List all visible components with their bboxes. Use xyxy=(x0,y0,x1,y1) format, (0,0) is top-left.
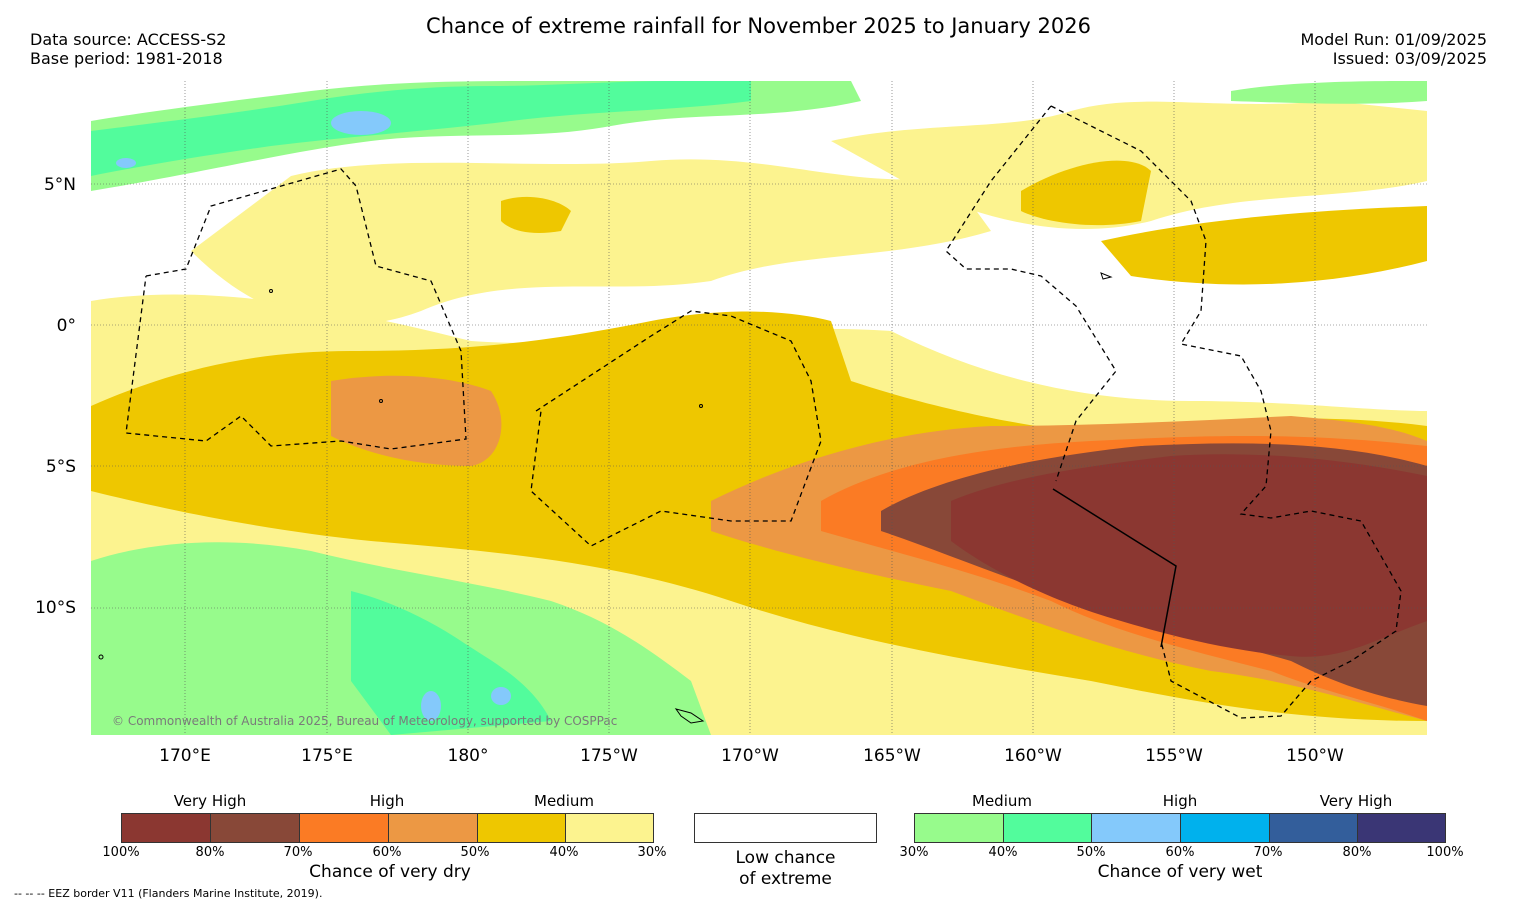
wet-tick-50: 50% xyxy=(1076,845,1106,860)
dry-caption: Chance of very dry xyxy=(309,862,471,882)
wet-group-medium: Medium xyxy=(972,792,1032,810)
run-info: Model Run: 01/09/2025 Issued: 03/09/2025 xyxy=(1301,30,1488,68)
neutral-caption-line2: of extreme xyxy=(739,869,832,889)
eez-solid-border xyxy=(1052,488,1177,648)
dry-swatch-6 xyxy=(566,814,653,842)
lon-label-150w: 150°W xyxy=(1286,746,1344,766)
dry-tick-60: 60% xyxy=(372,845,402,860)
neutral-caption: Low chance of extreme xyxy=(694,848,877,890)
map-title: Chance of extreme rainfall for November … xyxy=(426,14,1091,38)
wet-tick-70: 70% xyxy=(1253,845,1283,860)
eez-borders xyxy=(125,105,1402,719)
dry-tick-30: 30% xyxy=(637,845,667,860)
dry-swatch-2 xyxy=(211,814,300,842)
dry-group-very-high: Very High xyxy=(173,792,247,810)
dry-tick-70: 70% xyxy=(283,845,313,860)
lon-label-170e: 170°E xyxy=(159,746,211,766)
dry-swatch-5 xyxy=(478,814,566,842)
wet-caption: Chance of very wet xyxy=(1097,862,1263,882)
rainfall-map xyxy=(91,81,1427,735)
lat-label-5s: 5°S xyxy=(45,457,76,477)
lon-label-175e: 175°E xyxy=(301,746,353,766)
dry-colorbar xyxy=(121,813,654,843)
lon-label-180: 180° xyxy=(447,746,489,766)
dry-swatch-1 xyxy=(122,814,211,842)
data-source: Data source: ACCESS-S2 xyxy=(30,30,227,49)
wet-tick-30: 30% xyxy=(899,845,929,860)
copyright-notice: © Commonwealth of Australia 2025, Bureau… xyxy=(112,714,618,728)
model-run: Model Run: 01/09/2025 xyxy=(1300,30,1488,49)
dry-group-medium: Medium xyxy=(534,792,594,810)
wet-tick-100: 100% xyxy=(1426,845,1464,860)
wet-tick-40: 40% xyxy=(988,845,1018,860)
wet-swatch-3 xyxy=(1092,814,1181,842)
dry-tick-50: 50% xyxy=(460,845,490,860)
wet-swatch-6 xyxy=(1358,814,1445,842)
wet-swatch-5 xyxy=(1270,814,1358,842)
lon-label-155w: 155°W xyxy=(1145,746,1203,766)
very-high-dry-region xyxy=(881,443,1427,706)
dry-tick-80: 80% xyxy=(195,845,225,860)
lon-label-170w: 170°W xyxy=(721,746,779,766)
lat-label-5n: 5°N xyxy=(43,175,76,195)
lon-label-175w: 175°W xyxy=(580,746,638,766)
dry-swatch-3 xyxy=(300,814,389,842)
neutral-swatch xyxy=(694,813,877,843)
wet-tick-80: 80% xyxy=(1342,845,1372,860)
eez-footnote: -- -- -- EEZ border V11 (Flanders Marine… xyxy=(14,887,323,900)
wet-group-high: High xyxy=(1162,792,1198,810)
data-info: Data source: ACCESS-S2 Base period: 1981… xyxy=(30,30,226,68)
wet-swatch-1 xyxy=(915,814,1004,842)
lat-label-equator: 0° xyxy=(56,316,76,336)
dry-tick-40: 40% xyxy=(549,845,579,860)
lon-label-165w: 165°W xyxy=(863,746,921,766)
base-period: Base period: 1981-2018 xyxy=(30,49,223,68)
issued-date: Issued: 03/09/2025 xyxy=(1332,49,1487,68)
graticule xyxy=(91,81,1427,735)
wet-swatch-2 xyxy=(1004,814,1092,842)
wet-group-very-high: Very High xyxy=(1319,792,1393,810)
lat-label-10s: 10°S xyxy=(35,598,76,618)
neutral-caption-line1: Low chance xyxy=(735,848,836,868)
very-wet-spot xyxy=(116,111,511,721)
dry-group-high: High xyxy=(369,792,405,810)
wet-swatch-4 xyxy=(1181,814,1270,842)
lon-label-160w: 160°W xyxy=(1004,746,1062,766)
dry-tick-100: 100% xyxy=(102,845,140,860)
islands xyxy=(98,272,1113,724)
wet-tick-60: 60% xyxy=(1165,845,1195,860)
dry-swatch-4 xyxy=(389,814,478,842)
wet-colorbar xyxy=(914,813,1446,843)
